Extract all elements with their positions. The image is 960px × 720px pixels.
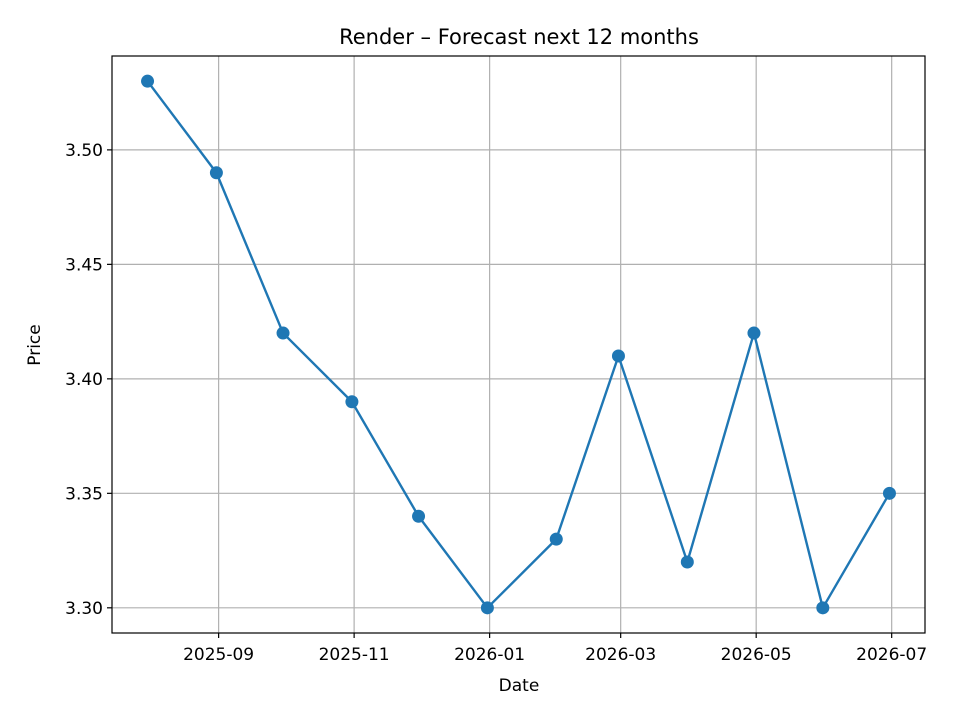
data-point (480, 601, 494, 615)
chart-title: Render – Forecast next 12 months (339, 25, 699, 49)
data-point (680, 555, 694, 569)
data-point (276, 326, 290, 340)
x-tick-label: 2026-03 (585, 645, 656, 665)
x-tick-label: 2026-01 (454, 645, 525, 665)
y-tick-label: 3.30 (65, 599, 103, 619)
data-point (209, 166, 223, 180)
y-tick-label: 3.45 (65, 255, 103, 275)
y-tick-label: 3.40 (65, 370, 103, 390)
data-point (816, 601, 830, 615)
x-tick-label: 2025-09 (183, 645, 254, 665)
x-axis-label: Date (499, 676, 540, 696)
x-tick-label: 2026-05 (721, 645, 792, 665)
plot-frame (111, 55, 926, 634)
data-point (141, 74, 155, 88)
series-line (146, 79, 891, 610)
x-tick-label: 2025-11 (319, 645, 390, 665)
y-axis-ticks: 3.30 3.35 3.40 3.45 3.50 (65, 141, 112, 619)
data-point (345, 395, 359, 409)
data-point (412, 509, 426, 523)
series-line-group (146, 79, 891, 610)
data-point (882, 486, 896, 500)
y-tick-label: 3.35 (65, 484, 103, 504)
data-points (141, 74, 896, 615)
data-point (611, 349, 625, 363)
data-point (549, 532, 563, 546)
x-tick-label: 2026-07 (856, 645, 927, 665)
x-axis-ticks: 2025-09 2025-11 2026-01 2026-03 2026-05 2026-… (183, 633, 927, 665)
data-point (747, 326, 761, 340)
y-axis-label: Price (25, 324, 45, 365)
y-tick-label: 3.50 (65, 141, 103, 161)
